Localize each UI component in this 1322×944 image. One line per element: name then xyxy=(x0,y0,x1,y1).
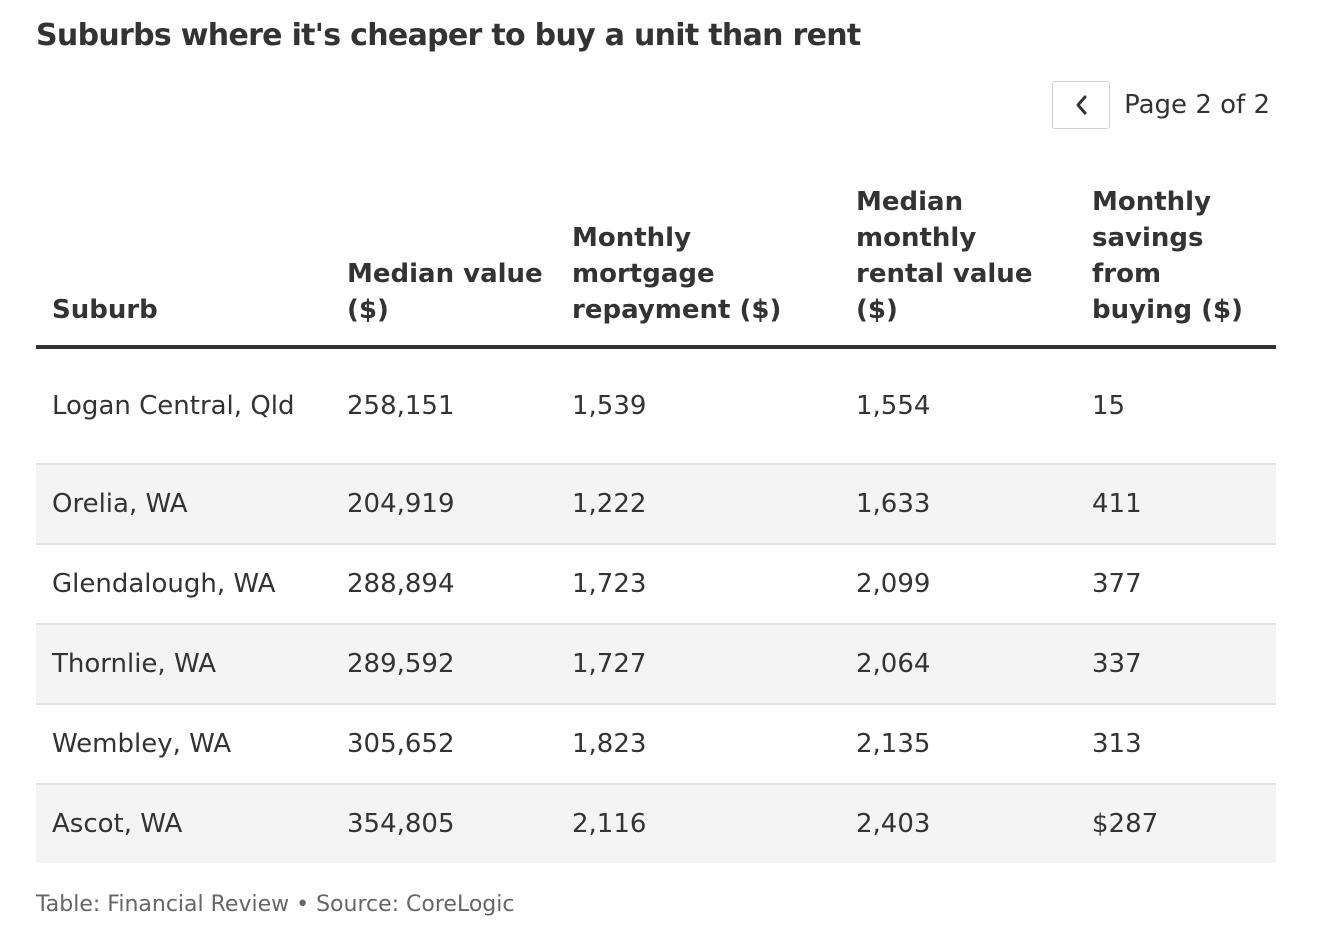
table-cell: Glendalough, WA xyxy=(36,543,331,624)
pagination: Page 2 of 2 xyxy=(1052,80,1270,130)
table-row: Logan Central, Qld 258,151 1,539 1,554 1… xyxy=(36,347,1276,464)
table-cell: 1,539 xyxy=(572,391,647,421)
table-cell: 1,823 xyxy=(556,703,840,784)
data-table: Suburb Median value ($) Monthly mortgage… xyxy=(36,180,1276,863)
table-cell: 411 xyxy=(1076,463,1276,544)
table-cell: 354,805 xyxy=(331,783,556,863)
table-header-row: Suburb Median value ($) Monthly mortgage… xyxy=(36,180,1276,349)
table-cell: 289,592 xyxy=(331,623,556,704)
table-cell: Thornlie, WA xyxy=(36,623,331,704)
page-indicator: Page 2 of 2 xyxy=(1124,90,1270,120)
column-header-median-value: Median value ($) xyxy=(331,180,556,349)
table-row: Orelia, WA 204,919 1,222 1,633 411 xyxy=(36,463,1276,544)
table-cell: 1,554 xyxy=(856,391,931,421)
table-cell: 305,652 xyxy=(331,703,556,784)
table-row: Thornlie, WA 289,592 1,727 2,064 337 xyxy=(36,623,1276,704)
table-cell: 337 xyxy=(1076,623,1276,704)
table-cell: 2,099 xyxy=(840,543,1076,624)
table-cell: Ascot, WA xyxy=(36,783,331,863)
table-cell: 377 xyxy=(1076,543,1276,624)
table-row: Ascot, WA 354,805 2,116 2,403 $287 xyxy=(36,783,1276,863)
table-cell: 2,403 xyxy=(840,783,1076,863)
page-title: Suburbs where it's cheaper to buy a unit… xyxy=(36,18,861,53)
column-header-monthly-savings: Monthly savings from buying ($) xyxy=(1076,180,1276,349)
chevron-left-icon xyxy=(1076,95,1087,115)
table-cell: 288,894 xyxy=(331,543,556,624)
column-header-monthly-mortgage: Monthly mortgage repayment ($) xyxy=(556,180,840,349)
table-row: Glendalough, WA 288,894 1,723 2,099 377 xyxy=(36,543,1276,624)
column-header-suburb: Suburb xyxy=(36,180,331,349)
table-cell: 15 xyxy=(1092,391,1126,421)
table-cell: 1,222 xyxy=(556,463,840,544)
table-cell: 204,919 xyxy=(331,463,556,544)
table-cell: Wembley, WA xyxy=(36,703,331,784)
source-footer: Table: Financial Review • Source: CoreLo… xyxy=(36,892,515,917)
table-cell: Logan Central, Qld xyxy=(52,391,295,421)
table-cell: 2,135 xyxy=(840,703,1076,784)
column-header-monthly-rent: Median monthly rental value ($) xyxy=(840,180,1076,349)
table-cell: 1,727 xyxy=(556,623,840,704)
table-cell: 1,723 xyxy=(556,543,840,624)
table-cell: 1,633 xyxy=(840,463,1076,544)
table-row: Wembley, WA 305,652 1,823 2,135 313 xyxy=(36,703,1276,784)
table-cell: Orelia, WA xyxy=(36,463,331,544)
table-cell: 313 xyxy=(1076,703,1276,784)
table-cell: $287 xyxy=(1076,783,1276,863)
table-cell: 2,064 xyxy=(840,623,1076,704)
previous-page-button[interactable] xyxy=(1052,81,1111,129)
table-cell: 258,151 xyxy=(347,391,455,421)
table-cell: 2,116 xyxy=(556,783,840,863)
